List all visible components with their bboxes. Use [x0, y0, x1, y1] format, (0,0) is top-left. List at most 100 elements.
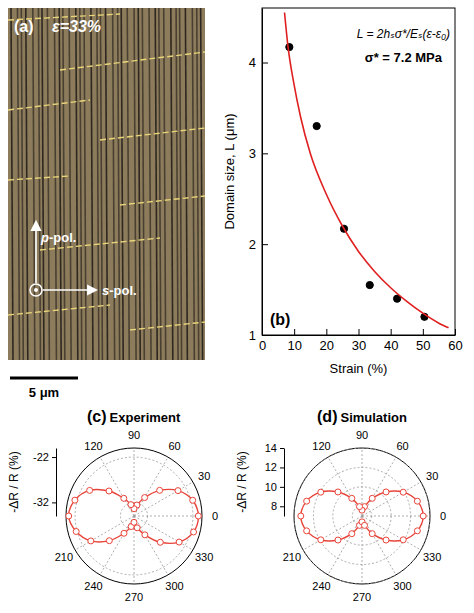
tick-label: 10: [287, 338, 301, 353]
polar-frame: [66, 448, 202, 584]
stripe: [176, 8, 178, 360]
data-point: [383, 489, 389, 495]
tick: 60: [448, 329, 462, 353]
chart-title: Simulation: [340, 410, 407, 425]
data-point: [176, 539, 182, 545]
s-direction: [30, 284, 42, 296]
grid-spoke: [75, 516, 134, 550]
data-point: [73, 528, 79, 534]
data-point: [369, 531, 375, 537]
stripe: [69, 8, 71, 360]
grid-spoke: [134, 482, 193, 516]
s-pol-label: s-pol.: [102, 283, 137, 298]
stripe: [118, 8, 120, 360]
data-point: [414, 528, 420, 534]
tick-label: 2: [249, 237, 256, 252]
tick-label: 60: [448, 338, 462, 353]
angle-label: 300: [165, 580, 183, 592]
tick-label: 8: [271, 500, 277, 512]
domain-boundary: [8, 100, 90, 110]
data-point: [286, 43, 293, 50]
data-point: [190, 497, 196, 503]
annotation: L = 2hₛσ*/Eₛ(ε-ε₀): [357, 27, 450, 41]
data-point: [420, 513, 426, 519]
tick: 30: [352, 329, 366, 353]
axis-line: [262, 9, 263, 336]
angle-label: 30: [426, 470, 438, 482]
micrograph: [8, 8, 205, 360]
tick-label: 3: [249, 146, 256, 161]
angle-label: 270: [125, 591, 143, 603]
tick-label: -22: [33, 451, 49, 463]
data-point: [362, 522, 368, 528]
stripe: [127, 8, 129, 360]
data-point: [66, 513, 72, 519]
tick: 20: [320, 329, 334, 353]
grid-spoke: [303, 516, 362, 550]
stripe: [138, 8, 140, 360]
data-point: [195, 513, 201, 519]
stripe: [149, 8, 151, 360]
data-point: [356, 504, 362, 510]
tick-label: 1: [249, 328, 256, 343]
angle-label: 240: [84, 580, 102, 592]
angle-label: 240: [312, 580, 330, 592]
stripe: [42, 8, 44, 360]
data-point: [304, 528, 310, 534]
data-point: [369, 495, 375, 501]
data-point: [335, 537, 341, 543]
data-point: [157, 539, 163, 545]
grid-spoke: [134, 516, 168, 575]
angle-label: 30: [198, 470, 210, 482]
panel-label: (b): [270, 311, 290, 328]
data-point: [121, 530, 127, 536]
data-point: [128, 502, 134, 508]
angle-label: 120: [312, 440, 330, 452]
angle-label: 330: [195, 551, 213, 563]
stripe: [21, 8, 23, 360]
tick-mark: [359, 329, 360, 335]
p-pol-label: p-pol.: [40, 230, 76, 245]
tick: 10: [265, 481, 284, 493]
stripe: [155, 8, 157, 360]
stripe: [113, 8, 115, 360]
polar-frame: [294, 448, 430, 584]
data-point: [414, 498, 420, 504]
axis-line: [284, 449, 285, 517]
angle-label: 300: [393, 580, 411, 592]
domain-boundary: [8, 305, 110, 315]
axis-title: -ΔR / R (%): [235, 451, 249, 512]
tick-label: -32: [33, 496, 49, 508]
angle-label: 120: [84, 440, 102, 452]
plot-area: [285, 13, 449, 328]
panel-label: (c): [87, 408, 107, 425]
angle-label: 270: [353, 591, 371, 603]
tick-mark: [423, 329, 424, 335]
polar-chart: 0306090120210240270300330: [283, 429, 446, 603]
grid-spoke: [100, 457, 134, 516]
data-point: [134, 525, 140, 531]
polar-chart: 0306090120210240270300330: [55, 429, 218, 603]
scale-bar: [10, 377, 78, 380]
angle-label: 330: [423, 551, 441, 563]
stripe: [47, 8, 49, 360]
tick: 8: [271, 500, 284, 512]
figure: (a)ε=33%p-pol.s-pol.5 μm0102030405060123…: [0, 0, 474, 613]
data-point: [88, 538, 94, 544]
tick-mark: [280, 467, 284, 468]
data-point: [400, 489, 406, 495]
domain-boundary: [130, 322, 205, 330]
tick-mark: [52, 457, 56, 458]
stripe: [17, 8, 19, 360]
grid-spoke: [134, 516, 202, 517]
axis-line: [56, 449, 57, 517]
axis: -32 -22: [33, 449, 56, 517]
grid-ring: [294, 448, 430, 584]
stripe: [201, 8, 203, 360]
stripe: [197, 8, 199, 360]
data-line: [69, 489, 199, 543]
scale-bar-label: 5 μm: [29, 385, 59, 400]
stripe: [185, 8, 187, 360]
grid-spoke: [134, 457, 168, 516]
stripe: [76, 8, 78, 360]
